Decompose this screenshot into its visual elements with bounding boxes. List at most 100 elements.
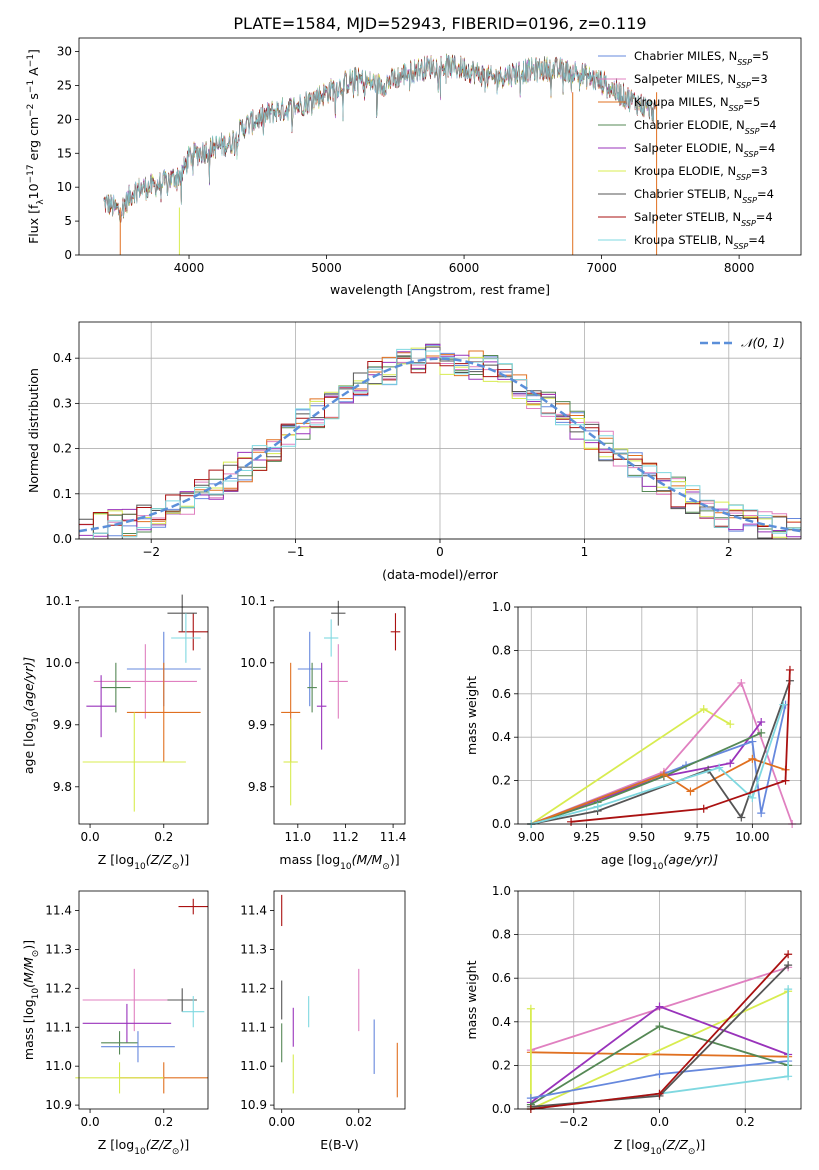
label-part: (Z/Z: [146, 852, 173, 867]
spectrum-legend: Chabrier MILES, NSSP=5 Salpeter MILES, NS…: [598, 49, 776, 251]
label-part: Chabrier ELODIE, N: [634, 118, 745, 132]
label-part: SSP: [736, 81, 751, 90]
label-part: SSP: [744, 150, 759, 159]
spectrum-line-kroupa_stelib: [103, 55, 657, 222]
label-part: =3: [751, 164, 768, 178]
y-tick-label: 11.2: [240, 981, 267, 995]
weight-marker-salpeter_elodie: [655, 1002, 664, 1011]
y-tick-label: 11.2: [45, 981, 72, 995]
x-tick-label: 2: [725, 545, 733, 559]
y-tick-label: 11.1: [45, 1020, 72, 1034]
y-tick-label: 11.3: [240, 942, 267, 956]
y-tick-label: 10.1: [240, 594, 267, 608]
axes-frame: [517, 890, 802, 1110]
y-tick-label: 0.1: [53, 487, 72, 501]
weight-marker-kroupa_stelib: [779, 700, 788, 709]
x-tick-label: 0.0: [81, 1115, 100, 1129]
histogram-kroupa_stelib: [79, 348, 801, 539]
label-part: ⊙: [172, 1147, 180, 1157]
legend-label-kroupa_miles: Kroupa MILES, NSSP=5: [634, 95, 760, 113]
label-part: (age/yr)]: [663, 852, 718, 867]
x-tick-label: 11.0: [284, 830, 311, 844]
label-part: (M/M: [352, 852, 383, 867]
y-tick-label: 0: [64, 248, 72, 262]
label-part: Z [log: [98, 852, 134, 867]
y-tick-label: 11.4: [240, 903, 267, 917]
x-axis-label: age [log10(age/yr)]: [601, 852, 718, 872]
legend-label-kroupa_elodie: Kroupa ELODIE, NSSP=3: [634, 164, 768, 182]
y-axis-label: age [log10(age/yr)]: [21, 657, 41, 774]
weight-marker-chabrier_elodie: [757, 728, 766, 737]
weight-marker-salpeter_stelib: [784, 950, 793, 959]
label-part: )]: [390, 852, 400, 867]
axes-frame: [78, 890, 209, 1110]
label-part: mass [log: [279, 852, 340, 867]
normal-curve: [79, 357, 801, 533]
weight-marker-salpeter_stelib: [785, 665, 794, 674]
y-axis-label: mass [log10(M/M⊙)]: [21, 940, 41, 1060]
y-tick-label: 10.0: [240, 656, 267, 670]
y-tick-label: 0.2: [53, 442, 72, 456]
weight-marker-kroupa_stelib: [784, 985, 793, 994]
axes-frame: [78, 606, 209, 825]
label-part: A: [26, 67, 41, 80]
label-part: 10: [31, 711, 41, 723]
x-tick-label: −0.2: [559, 1115, 588, 1129]
label-part: Chabrier MILES, N: [634, 49, 737, 63]
label-part: Kroupa MILES, N: [634, 95, 729, 109]
label-part: (Z/Z: [146, 1137, 173, 1152]
y-tick-label: 10.9: [45, 1098, 72, 1112]
legend-label-chabrier_elodie: Chabrier ELODIE, NSSP=4: [634, 118, 776, 136]
label-part: Flux [f: [26, 204, 41, 244]
label-part: age [log: [601, 852, 652, 867]
label-part: (Z/Z: [662, 1137, 689, 1152]
label-part: ⊙: [688, 1147, 696, 1157]
y-tick-label: 1.0: [492, 600, 511, 614]
age_vs_mass-panel: 11.0 11.2 11.4 9.8 9.9 10.0 10.1 mass [log10(M/…: [240, 594, 406, 872]
weight-marker-kroupa_miles: [659, 770, 668, 779]
weight-line-chabrier_elodie: [531, 732, 762, 825]
mass_vs_ebv-panel: 0.00 0.02 10.9 11.0 11.1 11.2 11.3 11.4 E(B-V): [240, 890, 406, 1152]
y-tick-label: 0.0: [492, 817, 511, 831]
label-part: 10: [31, 988, 41, 1000]
y-axis-label: mass weight: [464, 676, 479, 755]
legend-label-salpeter_miles: Salpeter MILES, NSSP=3: [634, 72, 768, 90]
label-part: SSP: [729, 104, 744, 113]
axes-frame: [273, 606, 406, 825]
x-tick-label: 0.0: [650, 1115, 669, 1129]
legend-label-salpeter_stelib: Salpeter STELIB, NSSP=4: [634, 210, 773, 228]
y-axis-label: Normed distribution: [26, 368, 41, 493]
x-axis-label: E(B-V): [320, 1137, 359, 1152]
label-part: s: [26, 93, 41, 104]
legend-label-chabrier_miles: Chabrier MILES, NSSP=5: [634, 49, 769, 67]
label-part: (age/yr)]: [21, 657, 36, 712]
y-tick-label: 0.4: [53, 351, 72, 365]
x-tick-label: 5000: [311, 261, 342, 275]
mass_vs_Z-panel: 0.0 0.210.911.011.111.211.311.4Z [log10(Z…: [21, 890, 209, 1157]
label-part: ⊙: [382, 862, 390, 872]
x-axis-label: (data-model)/error: [382, 567, 499, 582]
weight-marker-chabrier_miles: [757, 809, 766, 818]
label-part: Chabrier STELIB, N: [634, 187, 742, 201]
x-tick-label: 9.25: [573, 830, 600, 844]
age_vs_Z-panel: 0.0 0.29.89.910.010.1Z [log10(Z/Z⊙)]age […: [21, 594, 209, 872]
label-part: age [log: [21, 723, 36, 774]
x-axis-label: wavelength [Angstrom, rest frame]: [330, 282, 550, 297]
label-part: SSP: [742, 196, 757, 205]
y-tick-label: 30: [57, 45, 72, 59]
y-tick-label: 10.9: [240, 1098, 267, 1112]
weight-marker-chabrier_miles: [748, 737, 757, 746]
label-part: SSP: [745, 127, 760, 136]
y-tick-label: 11.0: [240, 1059, 267, 1073]
weight-marker-salpeter_stelib: [655, 1089, 664, 1098]
label-part: SSP: [741, 219, 756, 228]
label-part: −1: [26, 80, 36, 93]
x-tick-label: 0: [436, 545, 444, 559]
legend-label-chabrier_stelib: Chabrier STELIB, NSSP=4: [634, 187, 774, 205]
y-tick-label: 11.0: [45, 1059, 72, 1073]
y-tick-label: 11.4: [45, 903, 72, 917]
label-part: Z [log: [614, 1137, 650, 1152]
x-axis-label: Z [log10(Z/Z⊙)]: [98, 852, 189, 872]
label-part: 10: [340, 862, 352, 872]
axes-frame: [273, 890, 406, 1110]
